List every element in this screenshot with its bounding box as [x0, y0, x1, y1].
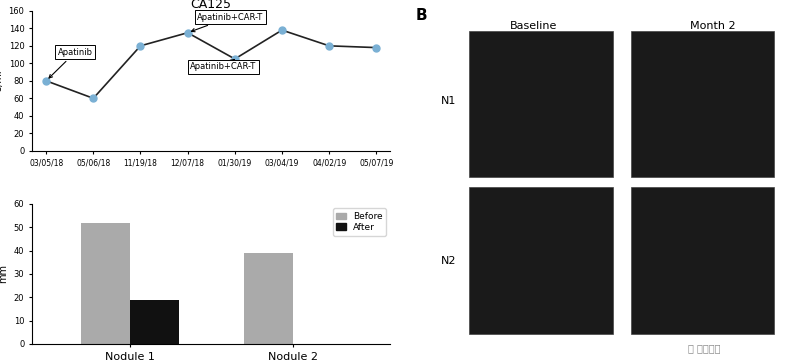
Text: B: B [415, 8, 427, 22]
Text: Baseline: Baseline [510, 21, 558, 31]
Text: N1: N1 [441, 96, 456, 106]
Bar [630, 188, 774, 334]
Bar [81, 223, 130, 344]
Text: 🐾 无癌家园: 🐾 无癌家园 [688, 343, 720, 353]
Bar [130, 300, 178, 344]
Bar [470, 31, 613, 177]
Y-axis label: U/ml: U/ml [0, 70, 3, 92]
Bar [630, 31, 774, 177]
Text: N2: N2 [441, 256, 456, 266]
Text: Month 2: Month 2 [690, 21, 736, 31]
Y-axis label: mm: mm [0, 264, 8, 283]
Text: Apatinib+CAR-T: Apatinib+CAR-T [190, 59, 256, 71]
Bar [470, 188, 613, 334]
Text: Apatinib: Apatinib [49, 47, 93, 78]
Text: Apatinib+CAR-T: Apatinib+CAR-T [191, 13, 263, 32]
Title: CA125: CA125 [190, 0, 232, 11]
Legend: Before, After: Before, After [333, 209, 386, 236]
Bar [244, 253, 293, 344]
